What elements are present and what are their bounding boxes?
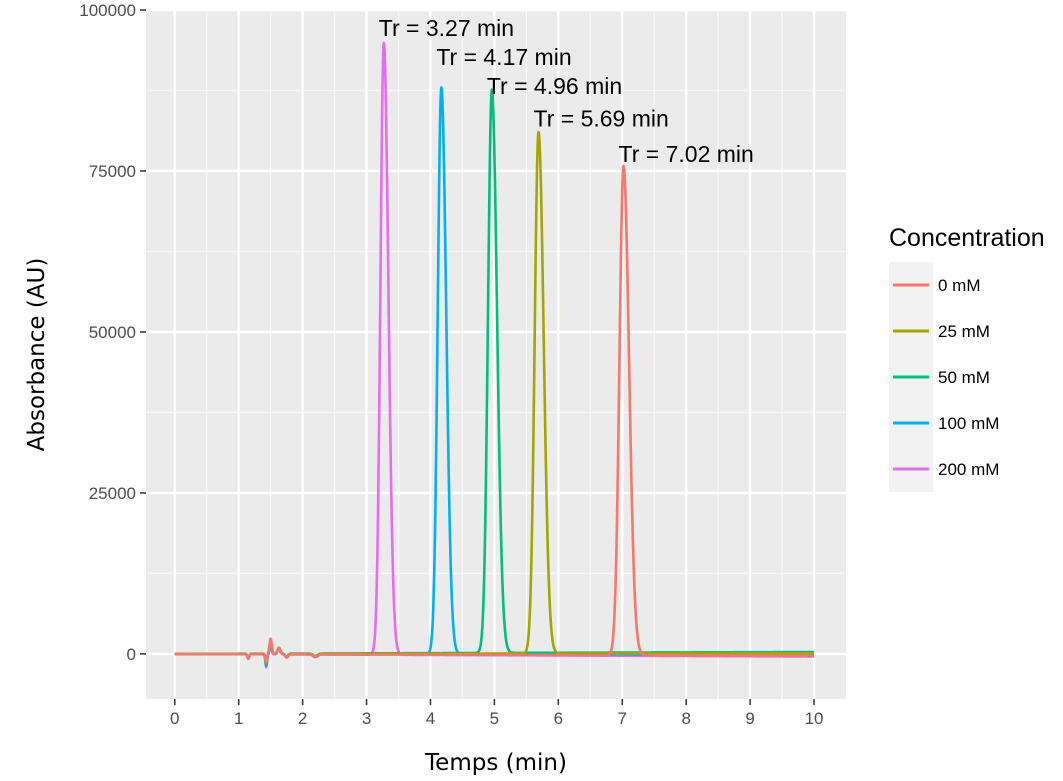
- legend-label: 200 mM: [938, 460, 999, 479]
- y-tick-label: 0: [127, 645, 136, 664]
- x-tick-label: 5: [490, 709, 499, 728]
- x-tick-label: 4: [426, 709, 435, 728]
- peak-annotation: Tr = 4.96 min: [487, 73, 622, 99]
- x-tick-label: 2: [298, 709, 307, 728]
- x-tick-label: 9: [745, 709, 754, 728]
- y-tick-label: 100000: [79, 1, 136, 20]
- panel-background: [146, 10, 846, 699]
- legend-label: 100 mM: [938, 414, 999, 433]
- series-line-0-mm: [173, 164, 816, 664]
- major-grid: [146, 8, 846, 699]
- peak-annotations: Tr = 3.27 min Tr = 4.17 min Tr = 4.96 min T…: [379, 15, 754, 167]
- x-tick-label: 7: [618, 709, 627, 728]
- x-tick-label: 3: [362, 709, 371, 728]
- x-tick-label: 6: [554, 709, 563, 728]
- x-tick-label: 0: [170, 709, 179, 728]
- legend-label: 50 mM: [938, 368, 990, 387]
- legend: Concentration 0 mM 25 mM 50 mM 100 mM 200 mM: [889, 224, 1045, 492]
- peak-annotation: Tr = 4.17 min: [436, 44, 571, 70]
- axes: 0 1 2 3 4 5 6 7 8 9 10 0 25000 50000 75000 100000: [79, 1, 823, 728]
- legend-label: 0 mM: [938, 276, 981, 295]
- peak-annotation: Tr = 3.27 min: [379, 15, 514, 41]
- x-tick-label: 8: [681, 709, 690, 728]
- x-tick-label: 10: [805, 709, 824, 728]
- series-lines: [173, 41, 816, 669]
- y-axis-title: Absorbance (AU): [24, 258, 50, 452]
- peak-annotation: Tr = 5.69 min: [534, 105, 669, 131]
- x-axis-title: Temps (min): [424, 750, 567, 776]
- y-tick-label: 25000: [89, 484, 136, 503]
- legend-items: 0 mM 25 mM 50 mM 100 mM 200 mM: [889, 262, 999, 492]
- x-tick-label: 1: [234, 709, 243, 728]
- y-tick-label: 50000: [89, 323, 136, 342]
- peak-annotation: Tr = 7.02 min: [619, 141, 754, 167]
- legend-label: 25 mM: [938, 322, 990, 341]
- y-tick-label: 75000: [89, 162, 136, 181]
- legend-title: Concentration: [889, 224, 1045, 252]
